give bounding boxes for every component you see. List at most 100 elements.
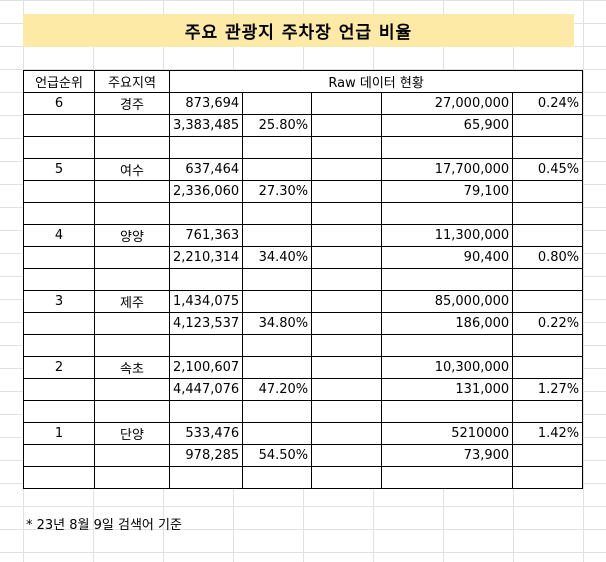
empty-cell[interactable]	[512, 466, 584, 489]
empty-cell[interactable]	[23, 466, 95, 489]
value-cell[interactable]: 79,100	[381, 180, 514, 203]
value-cell[interactable]: 533,476	[168, 422, 244, 445]
value-cell[interactable]	[311, 290, 383, 313]
empty-cell[interactable]	[23, 334, 95, 357]
value-cell[interactable]: 34.80%	[242, 312, 313, 335]
value-cell[interactable]: 0.80%	[512, 246, 584, 269]
empty-cell[interactable]	[94, 202, 170, 225]
region-cell[interactable]: 경주	[94, 92, 170, 115]
empty-cell[interactable]	[512, 202, 584, 225]
empty-cell[interactable]	[512, 400, 584, 423]
value-cell[interactable]	[311, 444, 383, 467]
value-cell[interactable]	[242, 356, 313, 379]
value-cell[interactable]	[512, 290, 584, 313]
header-rank[interactable]: 언급순위	[23, 70, 95, 93]
rank-cell[interactable]: 4	[23, 224, 95, 247]
value-cell[interactable]	[512, 224, 584, 247]
value-cell[interactable]: 90,400	[381, 246, 514, 269]
value-cell[interactable]	[512, 356, 584, 379]
region-cell[interactable]	[94, 246, 170, 269]
value-cell[interactable]: 5210000	[381, 422, 514, 445]
header-raw-data[interactable]: Raw 데이터 현황	[168, 70, 584, 93]
empty-cell[interactable]	[242, 334, 313, 357]
rank-cell[interactable]: 1	[23, 422, 95, 445]
empty-cell[interactable]	[168, 136, 244, 159]
value-cell[interactable]	[512, 444, 584, 467]
empty-cell[interactable]	[381, 202, 514, 225]
empty-cell[interactable]	[23, 136, 95, 159]
empty-cell[interactable]	[168, 202, 244, 225]
value-cell[interactable]: 131,000	[381, 378, 514, 401]
value-cell[interactable]: 0.45%	[512, 158, 584, 181]
empty-cell[interactable]	[311, 268, 383, 291]
rank-cell[interactable]: 2	[23, 356, 95, 379]
empty-cell[interactable]	[94, 268, 170, 291]
empty-cell[interactable]	[512, 136, 584, 159]
sheet-title[interactable]: 주요 관광지 주차장 언급 비율	[23, 14, 574, 47]
value-cell[interactable]	[311, 224, 383, 247]
rank-cell[interactable]: 6	[23, 92, 95, 115]
value-cell[interactable]: 1.27%	[512, 378, 584, 401]
value-cell[interactable]: 73,900	[381, 444, 514, 467]
empty-cell[interactable]	[168, 400, 244, 423]
value-cell[interactable]	[242, 422, 313, 445]
value-cell[interactable]: 27.30%	[242, 180, 313, 203]
value-cell[interactable]: 978,285	[168, 444, 244, 467]
empty-cell[interactable]	[242, 268, 313, 291]
empty-cell[interactable]	[94, 400, 170, 423]
empty-cell[interactable]	[168, 334, 244, 357]
empty-cell[interactable]	[168, 466, 244, 489]
value-cell[interactable]: 4,123,537	[168, 312, 244, 335]
value-cell[interactable]: 2,100,607	[168, 356, 244, 379]
empty-cell[interactable]	[242, 136, 313, 159]
value-cell[interactable]	[311, 312, 383, 335]
value-cell[interactable]: 54.50%	[242, 444, 313, 467]
empty-cell[interactable]	[311, 334, 383, 357]
rank-cell[interactable]: 5	[23, 158, 95, 181]
value-cell[interactable]: 2,210,314	[168, 246, 244, 269]
value-cell[interactable]: 873,694	[168, 92, 244, 115]
empty-cell[interactable]	[94, 334, 170, 357]
region-cell[interactable]	[94, 312, 170, 335]
value-cell[interactable]: 27,000,000	[381, 92, 514, 115]
region-cell[interactable]	[94, 114, 170, 137]
empty-cell[interactable]	[381, 136, 514, 159]
value-cell[interactable]: 1.42%	[512, 422, 584, 445]
value-cell[interactable]: 34.40%	[242, 246, 313, 269]
value-cell[interactable]	[311, 92, 383, 115]
region-cell[interactable]: 양양	[94, 224, 170, 247]
value-cell[interactable]	[512, 114, 584, 137]
empty-cell[interactable]	[242, 202, 313, 225]
empty-cell[interactable]	[381, 466, 514, 489]
value-cell[interactable]: 10,300,000	[381, 356, 514, 379]
region-cell[interactable]: 제주	[94, 290, 170, 313]
empty-cell[interactable]	[311, 202, 383, 225]
value-cell[interactable]: 637,464	[168, 158, 244, 181]
value-cell[interactable]	[311, 180, 383, 203]
rank-cell[interactable]	[23, 444, 95, 467]
value-cell[interactable]: 17,700,000	[381, 158, 514, 181]
value-cell[interactable]	[311, 356, 383, 379]
value-cell[interactable]: 85,000,000	[381, 290, 514, 313]
region-cell[interactable]	[94, 444, 170, 467]
empty-cell[interactable]	[381, 334, 514, 357]
value-cell[interactable]	[311, 158, 383, 181]
rank-cell[interactable]	[23, 378, 95, 401]
empty-cell[interactable]	[168, 268, 244, 291]
value-cell[interactable]	[512, 180, 584, 203]
value-cell[interactable]	[311, 422, 383, 445]
value-cell[interactable]	[242, 158, 313, 181]
value-cell[interactable]	[242, 92, 313, 115]
empty-cell[interactable]	[242, 400, 313, 423]
value-cell[interactable]: 761,363	[168, 224, 244, 247]
value-cell[interactable]: 2,336,060	[168, 180, 244, 203]
region-cell[interactable]	[94, 378, 170, 401]
rank-cell[interactable]: 3	[23, 290, 95, 313]
region-cell[interactable]	[94, 180, 170, 203]
value-cell[interactable]	[311, 114, 383, 137]
empty-cell[interactable]	[94, 136, 170, 159]
value-cell[interactable]	[311, 246, 383, 269]
value-cell[interactable]: 11,300,000	[381, 224, 514, 247]
empty-cell[interactable]	[381, 268, 514, 291]
value-cell[interactable]: 65,900	[381, 114, 514, 137]
